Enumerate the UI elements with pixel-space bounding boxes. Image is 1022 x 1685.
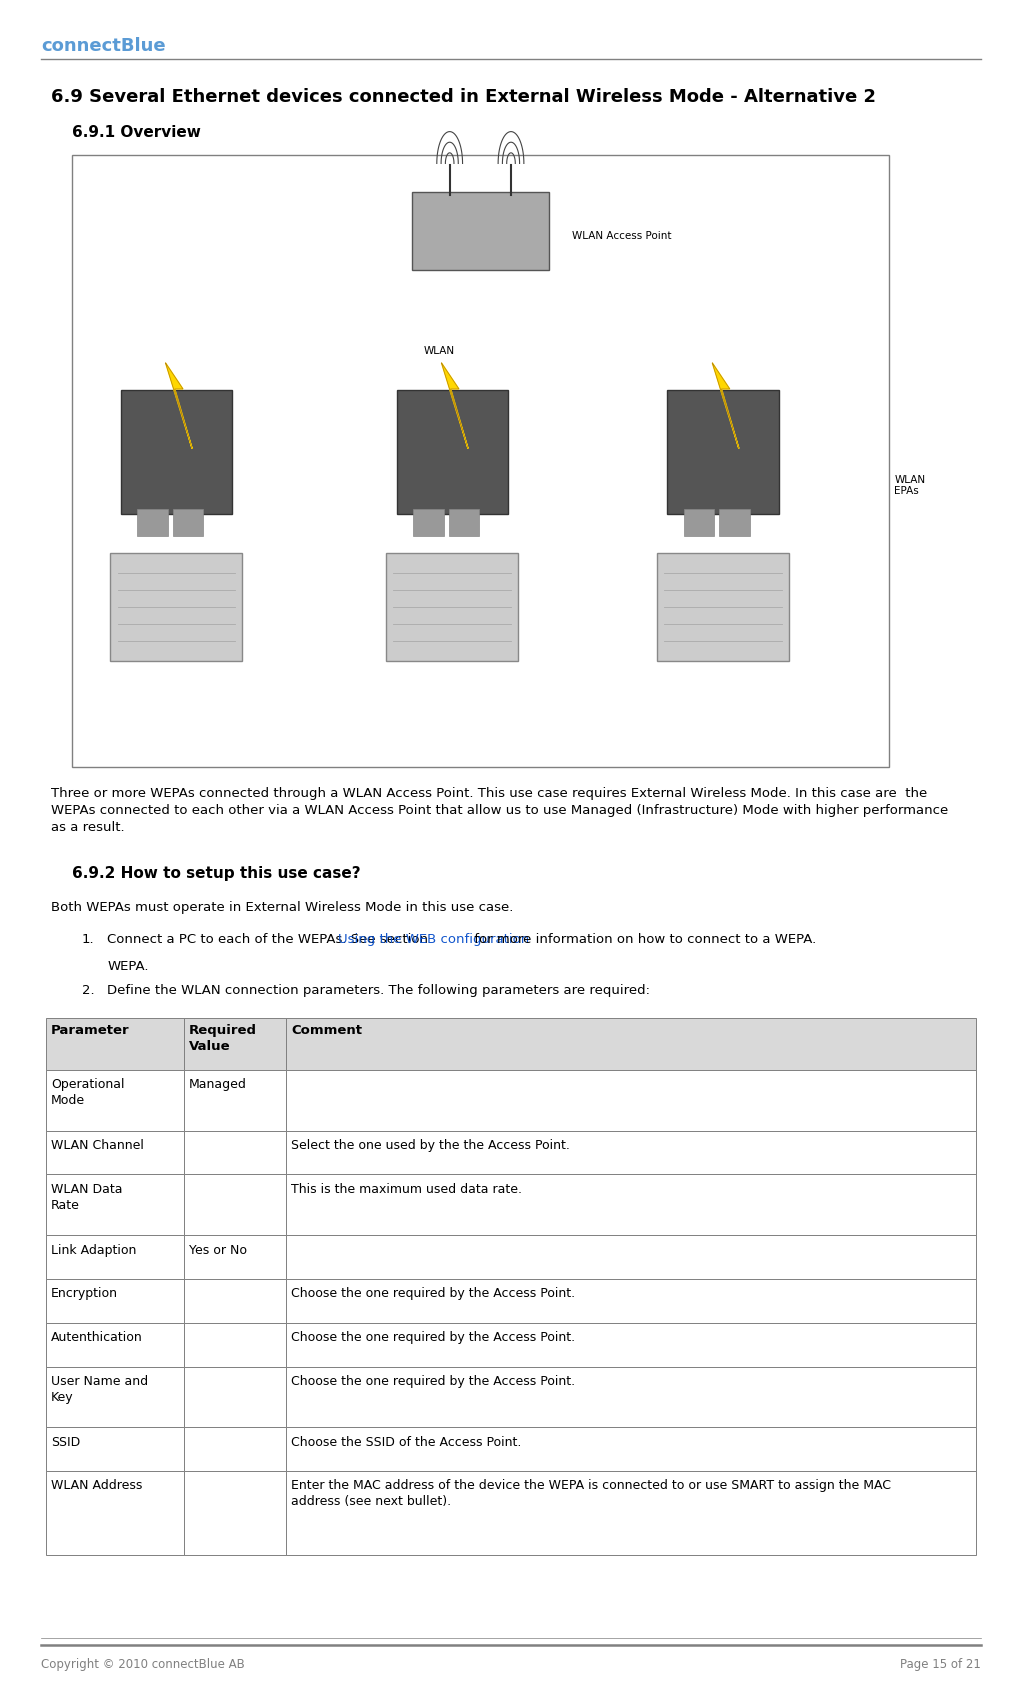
FancyBboxPatch shape [184, 1471, 286, 1555]
Text: 6.9 Several Ethernet devices connected in External Wireless Mode - Alternative 2: 6.9 Several Ethernet devices connected i… [51, 88, 876, 106]
Text: SSID: SSID [51, 1436, 81, 1449]
Text: Choose the one required by the Access Point.: Choose the one required by the Access Po… [291, 1287, 575, 1301]
FancyBboxPatch shape [110, 553, 242, 661]
FancyBboxPatch shape [46, 1367, 184, 1427]
Text: Define the WLAN connection parameters. The following parameters are required:: Define the WLAN connection parameters. T… [107, 984, 650, 998]
FancyBboxPatch shape [286, 1471, 976, 1555]
Text: Page 15 of 21: Page 15 of 21 [900, 1658, 981, 1672]
Text: Choose the one required by the Access Point.: Choose the one required by the Access Po… [291, 1375, 575, 1388]
FancyBboxPatch shape [46, 1174, 184, 1235]
FancyBboxPatch shape [286, 1427, 976, 1471]
Text: 1.: 1. [82, 933, 94, 947]
FancyBboxPatch shape [121, 389, 232, 514]
FancyBboxPatch shape [286, 1279, 976, 1323]
Text: Select the one used by the the Access Point.: Select the one used by the the Access Po… [291, 1139, 570, 1153]
FancyBboxPatch shape [667, 389, 779, 514]
FancyBboxPatch shape [46, 1279, 184, 1323]
Text: 2.: 2. [82, 984, 94, 998]
Text: Three or more WEPAs connected through a WLAN Access Point. This use case require: Three or more WEPAs connected through a … [51, 787, 948, 834]
FancyBboxPatch shape [184, 1427, 286, 1471]
FancyBboxPatch shape [46, 1235, 184, 1279]
Text: This is the maximum used data rate.: This is the maximum used data rate. [291, 1183, 522, 1196]
Text: WLAN Access Point: WLAN Access Point [572, 231, 671, 241]
FancyBboxPatch shape [657, 553, 789, 661]
FancyBboxPatch shape [137, 509, 168, 536]
Text: WLAN Data
Rate: WLAN Data Rate [51, 1183, 123, 1212]
Text: connectBlue: connectBlue [41, 37, 166, 56]
Text: WEPA.: WEPA. [107, 960, 149, 974]
FancyBboxPatch shape [386, 553, 518, 661]
FancyBboxPatch shape [286, 1323, 976, 1367]
Text: Enter the MAC address of the device the WEPA is connected to or use SMART to ass: Enter the MAC address of the device the … [291, 1479, 891, 1508]
FancyBboxPatch shape [184, 1070, 286, 1131]
FancyBboxPatch shape [184, 1131, 286, 1174]
Text: Parameter: Parameter [51, 1024, 130, 1038]
Text: Both WEPAs must operate in External Wireless Mode in this use case.: Both WEPAs must operate in External Wire… [51, 901, 513, 915]
Polygon shape [712, 362, 739, 448]
Text: Connect a PC to each of the WEPAs. See section: Connect a PC to each of the WEPAs. See s… [107, 933, 432, 947]
Text: 6.9.2 How to setup this use case?: 6.9.2 How to setup this use case? [72, 866, 360, 881]
Text: Using the WEB configuration: Using the WEB configuration [338, 933, 529, 947]
FancyBboxPatch shape [286, 1174, 976, 1235]
FancyBboxPatch shape [286, 1018, 976, 1070]
Polygon shape [166, 362, 192, 448]
FancyBboxPatch shape [46, 1471, 184, 1555]
FancyBboxPatch shape [184, 1174, 286, 1235]
Text: Required
Value: Required Value [189, 1024, 258, 1053]
Text: Choose the one required by the Access Point.: Choose the one required by the Access Po… [291, 1331, 575, 1345]
Text: for more information on how to connect to a WEPA.: for more information on how to connect t… [470, 933, 817, 947]
Text: WLAN
EPAs: WLAN EPAs [894, 475, 925, 495]
FancyBboxPatch shape [286, 1367, 976, 1427]
FancyBboxPatch shape [46, 1070, 184, 1131]
Text: Autenthication: Autenthication [51, 1331, 143, 1345]
Text: Link Adaption: Link Adaption [51, 1244, 137, 1257]
Text: Copyright © 2010 connectBlue AB: Copyright © 2010 connectBlue AB [41, 1658, 244, 1672]
Text: WLAN Channel: WLAN Channel [51, 1139, 144, 1153]
Text: Comment: Comment [291, 1024, 362, 1038]
FancyBboxPatch shape [449, 509, 479, 536]
FancyBboxPatch shape [286, 1131, 976, 1174]
FancyBboxPatch shape [46, 1427, 184, 1471]
Text: 6.9.1 Overview: 6.9.1 Overview [72, 125, 200, 140]
Text: Managed: Managed [189, 1078, 247, 1092]
Text: Yes or No: Yes or No [189, 1244, 247, 1257]
Polygon shape [442, 362, 468, 448]
FancyBboxPatch shape [46, 1018, 184, 1070]
Text: Encryption: Encryption [51, 1287, 119, 1301]
FancyBboxPatch shape [286, 1235, 976, 1279]
FancyBboxPatch shape [184, 1279, 286, 1323]
FancyBboxPatch shape [46, 1323, 184, 1367]
Text: WLAN Address: WLAN Address [51, 1479, 142, 1493]
FancyBboxPatch shape [684, 509, 714, 536]
FancyBboxPatch shape [184, 1367, 286, 1427]
FancyBboxPatch shape [184, 1018, 286, 1070]
FancyBboxPatch shape [184, 1323, 286, 1367]
Text: Operational
Mode: Operational Mode [51, 1078, 125, 1107]
FancyBboxPatch shape [184, 1235, 286, 1279]
FancyBboxPatch shape [397, 389, 508, 514]
FancyBboxPatch shape [46, 1131, 184, 1174]
FancyBboxPatch shape [719, 509, 750, 536]
FancyBboxPatch shape [286, 1070, 976, 1131]
FancyBboxPatch shape [412, 192, 549, 270]
Text: Choose the SSID of the Access Point.: Choose the SSID of the Access Point. [291, 1436, 521, 1449]
Text: User Name and
Key: User Name and Key [51, 1375, 148, 1404]
FancyBboxPatch shape [413, 509, 444, 536]
FancyBboxPatch shape [72, 155, 889, 767]
Text: WLAN: WLAN [424, 345, 455, 356]
FancyBboxPatch shape [173, 509, 203, 536]
